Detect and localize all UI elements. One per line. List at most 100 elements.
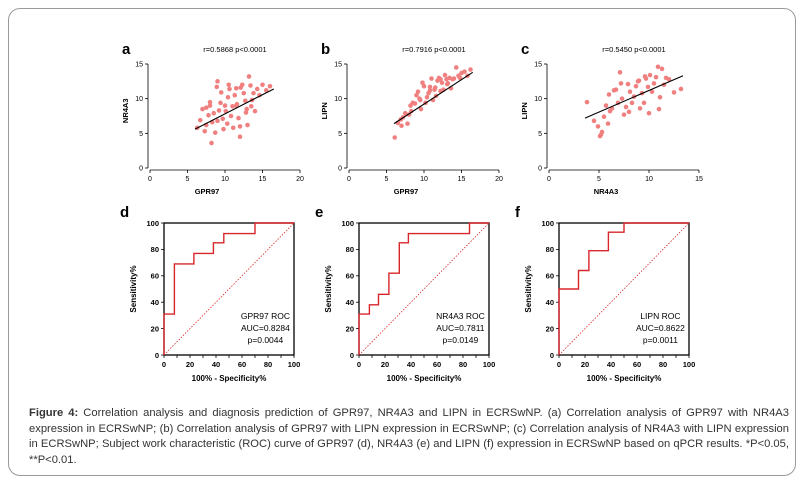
- data-point-a: [215, 79, 220, 84]
- data-point-a: [248, 103, 254, 109]
- data-point-a: [202, 128, 208, 134]
- data-point-c: [633, 83, 639, 89]
- y-axis-label-c: LIPN: [520, 102, 529, 119]
- y-tick-label-e: 40: [346, 298, 354, 307]
- data-point-c: [598, 132, 604, 138]
- y-tick-label-a: 15: [135, 62, 143, 69]
- annotation-c: r=0.5450 p<0.0001: [602, 45, 665, 54]
- y-tick-label-b: 15: [334, 62, 342, 69]
- y-tick-label-d: 100: [146, 219, 159, 228]
- data-point-c: [641, 100, 647, 106]
- y-axis-label-b: LIPN: [320, 102, 329, 119]
- x-tick-label-b: 5: [385, 176, 389, 183]
- x-tick-label-d: 100: [288, 360, 301, 369]
- data-point-a: [267, 83, 273, 89]
- annotation-b: r=0.7916 p<0.0001: [402, 45, 465, 54]
- charts-svg: a 0 5 10 15 20 0 5 10 15 r=0.5868 p<0.0001 GPR97 NR4…: [120, 41, 703, 383]
- reference-diagonal-d: [163, 222, 295, 356]
- data-point-a: [248, 83, 253, 88]
- data-point-b: [432, 85, 438, 90]
- x-tick-label-f: 20: [581, 360, 589, 369]
- data-point-a: [220, 116, 226, 122]
- y-tick-label-c: 0: [538, 166, 542, 173]
- data-point-c: [629, 100, 635, 106]
- data-point-c: [601, 114, 607, 119]
- x-tick-label-c: 10: [645, 176, 653, 183]
- x-tick-label-d: 0: [162, 360, 166, 369]
- data-point-a: [243, 110, 249, 115]
- roc-label-f: LIPN ROC: [640, 311, 680, 321]
- y-tick-label-e: 0: [350, 351, 354, 360]
- data-point-a: [224, 121, 230, 126]
- data-point-b: [418, 106, 424, 112]
- y-tick-label-f: 100: [541, 219, 554, 228]
- y-axis-label-a: NR4A3: [121, 99, 130, 124]
- data-point-a: [207, 99, 213, 105]
- data-point-a: [203, 105, 209, 110]
- y-tick-label-b: 10: [334, 96, 342, 103]
- data-point-a: [239, 82, 245, 88]
- x-axis-label-b: GPR97: [394, 187, 419, 196]
- data-point-c: [584, 99, 590, 105]
- data-point-c: [647, 72, 653, 78]
- data-point-a: [218, 100, 223, 106]
- data-point-b: [420, 80, 425, 86]
- panel-letter-c: c: [521, 41, 529, 58]
- data-point-c: [653, 74, 659, 80]
- data-point-c: [655, 64, 661, 70]
- data-point-a: [227, 86, 232, 92]
- data-point-c: [645, 84, 651, 90]
- y-tick-label-b: 5: [338, 131, 342, 138]
- data-point-a: [207, 103, 213, 108]
- data-point-a: [245, 122, 250, 128]
- data-point-b: [408, 108, 414, 114]
- data-point-c: [666, 76, 672, 82]
- roc-auc-f: AUC=0.8622: [636, 323, 685, 333]
- data-point-a: [230, 103, 235, 109]
- data-point-a: [216, 108, 222, 113]
- y-tick-label-e: 60: [346, 272, 354, 281]
- fit-line-a: [194, 88, 275, 130]
- y-tick-label-e: 100: [341, 219, 354, 228]
- data-point-a: [214, 84, 220, 90]
- data-point-a: [260, 82, 265, 88]
- data-point-b: [421, 83, 427, 89]
- x-tick-label-b: 15: [458, 176, 466, 183]
- panel-letter-e: e: [315, 204, 323, 221]
- data-point-b: [417, 97, 423, 103]
- y-tick-label-f: 80: [546, 245, 554, 254]
- data-point-c: [646, 110, 652, 116]
- data-point-c: [657, 94, 663, 100]
- x-tick-label-a: 15: [259, 176, 267, 183]
- data-point-c: [618, 81, 624, 86]
- data-point-a: [252, 108, 258, 114]
- roc-p-e: p=0.0149: [443, 335, 479, 345]
- y-tick-label-d: 20: [151, 324, 159, 333]
- data-point-c: [621, 112, 627, 117]
- y-tick-label-d: 60: [151, 272, 159, 281]
- x-tick-label-c: 0: [547, 176, 551, 183]
- x-tick-label-d: 60: [238, 360, 246, 369]
- data-point-a: [222, 103, 228, 108]
- y-axis-label-d: Sensitivity%: [129, 265, 138, 312]
- data-point-b: [429, 76, 434, 81]
- y-tick-label-f: 60: [546, 272, 554, 281]
- y-tick-label-d: 40: [151, 298, 159, 307]
- data-point-c: [625, 81, 631, 87]
- data-point-c: [659, 66, 665, 72]
- x-tick-label-d: 80: [264, 360, 272, 369]
- data-point-a: [218, 90, 224, 95]
- data-point-b: [402, 110, 408, 116]
- data-point-a: [206, 113, 211, 118]
- y-tick-label-e: 20: [346, 324, 354, 333]
- x-axis-label-f: 100% - Specificity%: [587, 374, 662, 383]
- fit-line-c: [584, 75, 684, 119]
- y-tick-label-f: 20: [546, 324, 554, 333]
- data-point-c: [651, 81, 657, 86]
- data-point-b: [412, 101, 418, 106]
- data-point-a: [221, 126, 226, 132]
- data-point-c: [678, 86, 684, 92]
- x-tick-label-d: 40: [212, 360, 220, 369]
- x-tick-label-b: 0: [347, 176, 351, 183]
- x-tick-label-e: 100: [483, 360, 496, 369]
